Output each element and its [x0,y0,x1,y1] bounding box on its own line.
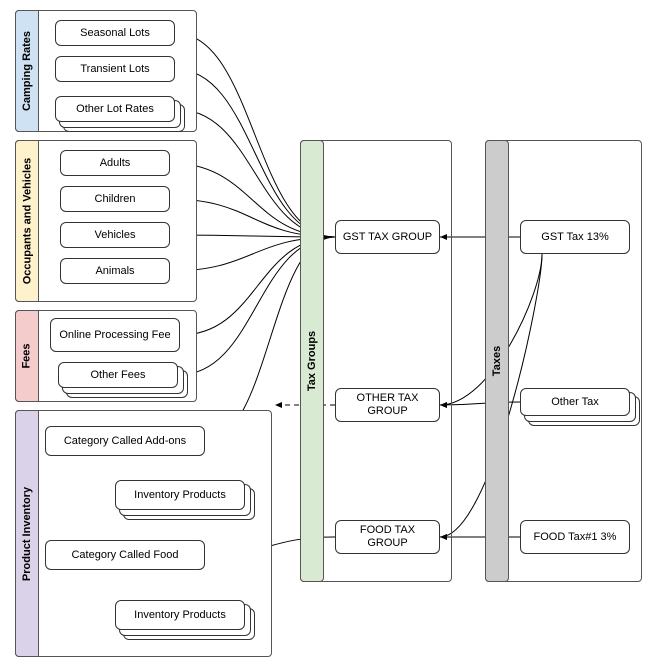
node-label: Other Lot Rates [76,103,154,116]
column-label: Tax Groups [306,331,318,391]
node-food_group: FOOD TAX GROUP [335,520,440,554]
node-food_tax: FOOD Tax#1 3% [520,520,630,554]
node-other_group: OTHER TAX GROUP [335,388,440,422]
node-animals: Animals [60,258,170,284]
column-taxes: Taxes [485,140,642,582]
section-tab-occupants: Occupants and Vehicles [15,140,39,302]
node-invprod2: Inventory Products [115,600,245,630]
node-label: Other Tax [551,396,599,409]
node-label: Seasonal Lots [80,27,150,40]
section-label: Camping Rates [21,31,33,111]
node-otherfees: Other Fees [58,362,178,388]
node-label: Vehicles [95,229,136,242]
node-other_tax: Other Tax [520,388,630,416]
node-label: Inventory Products [134,489,226,502]
column-tab-tax-groups: Tax Groups [300,140,324,582]
node-cat_addons: Category Called Add-ons [45,426,205,456]
column-tax-groups: Tax Groups [300,140,452,582]
node-onlinefee: Online Processing Fee [50,318,180,352]
node-label: Category Called Food [71,549,178,562]
node-label: OTHER TAX GROUP [340,392,435,417]
node-label: Animals [95,265,134,278]
node-vehicles: Vehicles [60,222,170,248]
node-otherlot: Other Lot Rates [55,96,175,122]
node-invprod1: Inventory Products [115,480,245,510]
node-label: Online Processing Fee [59,329,170,342]
node-children: Children [60,186,170,212]
node-label: GST Tax 13% [541,231,608,244]
node-label: FOOD Tax#1 3% [534,531,617,544]
section-tab-camping: Camping Rates [15,10,39,132]
node-label: Children [95,193,136,206]
node-label: Adults [100,157,131,170]
node-label: Inventory Products [134,609,226,622]
node-gst_tax: GST Tax 13% [520,220,630,254]
section-tab-inventory: Product Inventory [15,410,39,657]
node-label: Other Fees [90,369,145,382]
section-label: Occupants and Vehicles [21,158,33,285]
section-label: Product Inventory [21,486,33,580]
node-cat_food: Category Called Food [45,540,205,570]
node-transient: Transient Lots [55,56,175,82]
node-seasonal: Seasonal Lots [55,20,175,46]
node-adults: Adults [60,150,170,176]
node-gst_group: GST TAX GROUP [335,220,440,254]
node-label: GST TAX GROUP [343,231,432,244]
node-label: Category Called Add-ons [64,435,186,448]
node-label: FOOD TAX GROUP [340,524,435,549]
node-label: Transient Lots [80,63,149,76]
column-tab-taxes: Taxes [485,140,509,582]
section-tab-fees: Fees [15,310,39,402]
section-label: Fees [21,343,33,368]
column-label: Taxes [491,346,503,376]
